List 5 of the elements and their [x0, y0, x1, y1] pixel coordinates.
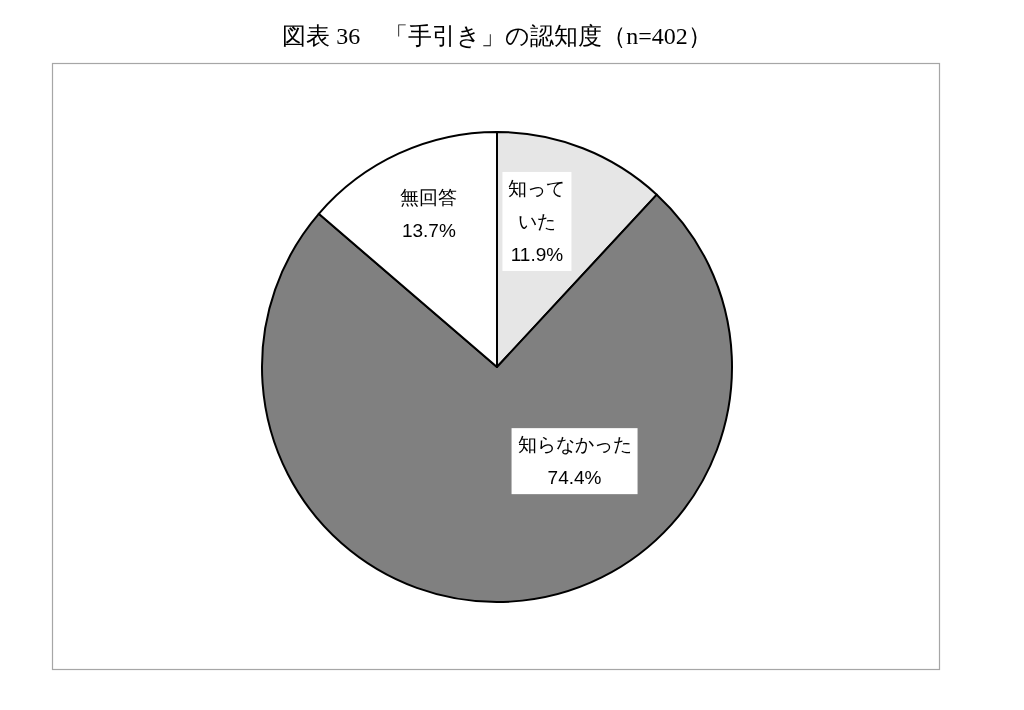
data-label: 11.9% — [510, 243, 564, 265]
data-label: 74.4% — [547, 467, 602, 489]
slice-label: 知らなかった — [517, 434, 632, 456]
slice-label: 知っていた — [508, 177, 566, 232]
title: 図表 36 「手引き」の認知度（n=402） — [282, 23, 712, 49]
